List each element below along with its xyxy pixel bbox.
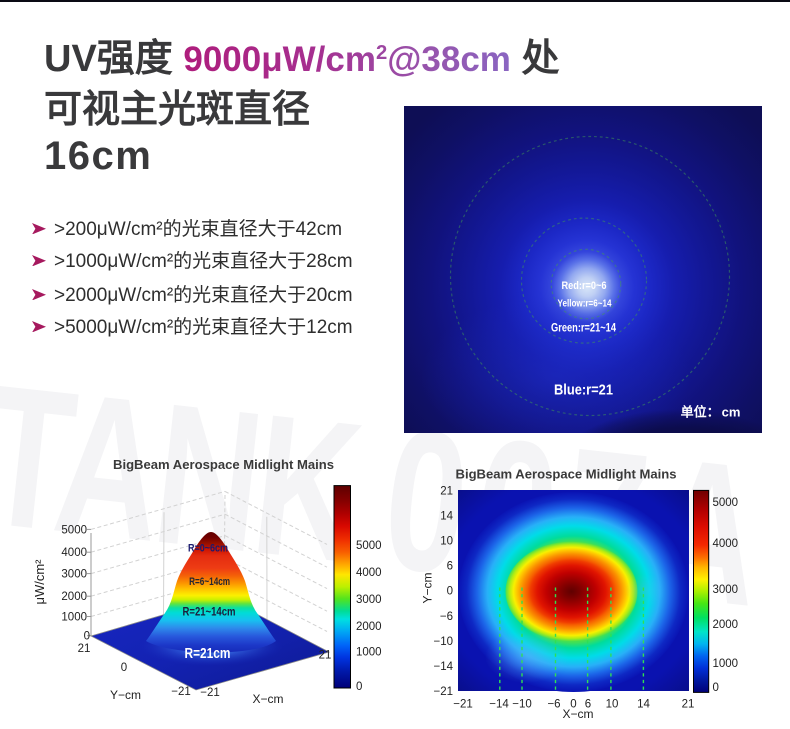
svg-text:−21: −21 — [171, 686, 191, 698]
svg-text:−21: −21 — [453, 699, 473, 711]
svg-text:−10: −10 — [512, 699, 532, 711]
svg-text:R=21~14cm: R=21~14cm — [183, 605, 236, 619]
svg-text:R=6~14cm: R=6~14cm — [189, 576, 230, 588]
svg-text:21: 21 — [78, 643, 91, 655]
svg-text:Y−cm: Y−cm — [421, 572, 435, 603]
svg-text:0: 0 — [713, 682, 719, 694]
svg-text:R=0~6cm: R=0~6cm — [188, 543, 228, 555]
svg-text:5000: 5000 — [713, 497, 739, 509]
svg-text:4000: 4000 — [61, 547, 87, 559]
svg-text:−10: −10 — [433, 636, 453, 648]
svg-text:−14: −14 — [489, 699, 509, 711]
svg-text:0: 0 — [447, 586, 453, 598]
svg-text:μW/cm²: μW/cm² — [32, 559, 47, 605]
svg-text:4000: 4000 — [356, 567, 382, 579]
svg-text:−6: −6 — [547, 699, 560, 711]
svg-text:21: 21 — [440, 485, 453, 497]
svg-text:6: 6 — [447, 561, 453, 573]
svg-text:21: 21 — [682, 699, 695, 711]
svg-text:Green:r=21~14: Green:r=21~14 — [551, 322, 616, 334]
svg-text:单位：cm: 单位： cm — [681, 405, 741, 420]
svg-text:1000: 1000 — [713, 658, 739, 670]
svg-text:Yellow:r=6~14: Yellow:r=6~14 — [558, 298, 612, 310]
svg-text:2000: 2000 — [61, 591, 87, 603]
svg-text:6: 6 — [585, 699, 591, 711]
svg-text:−21: −21 — [200, 687, 220, 699]
svg-text:21: 21 — [319, 650, 332, 662]
svg-text:3000: 3000 — [356, 594, 382, 606]
svg-text:1000: 1000 — [61, 612, 87, 624]
svg-text:5000: 5000 — [356, 540, 382, 552]
svg-text:3000: 3000 — [713, 584, 739, 596]
svg-text:R=21cm: R=21cm — [185, 645, 231, 662]
svg-text:3000: 3000 — [61, 569, 87, 581]
svg-text:X−cm: X−cm — [252, 692, 283, 706]
svg-text:1000: 1000 — [356, 647, 382, 659]
svg-text:4000: 4000 — [713, 538, 739, 550]
svg-text:X−cm: X−cm — [562, 707, 593, 721]
svg-text:Red:r=0~6: Red:r=0~6 — [562, 280, 607, 292]
svg-text:14: 14 — [637, 699, 650, 711]
svg-text:Blue:r=21: Blue:r=21 — [554, 382, 613, 399]
svg-text:2000: 2000 — [356, 621, 382, 633]
svg-text:14: 14 — [440, 510, 453, 522]
svg-text:0: 0 — [356, 681, 362, 693]
svg-text:0: 0 — [121, 662, 127, 674]
svg-text:10: 10 — [440, 536, 453, 548]
svg-text:−6: −6 — [440, 611, 453, 623]
svg-text:10: 10 — [606, 699, 619, 711]
svg-text:2000: 2000 — [713, 619, 739, 631]
svg-text:0: 0 — [570, 699, 576, 711]
svg-text:BigBeam Aerospace Midlight Mai: BigBeam Aerospace Midlight Mains — [456, 467, 677, 482]
svg-text:Y−cm: Y−cm — [110, 688, 141, 702]
svg-text:5000: 5000 — [61, 524, 87, 536]
svg-text:0: 0 — [84, 631, 90, 643]
svg-text:BigBeam Aerospace Midlight Mai: BigBeam Aerospace Midlight Mains — [113, 457, 334, 472]
svg-text:−21: −21 — [433, 686, 453, 698]
svg-text:−14: −14 — [433, 661, 453, 673]
